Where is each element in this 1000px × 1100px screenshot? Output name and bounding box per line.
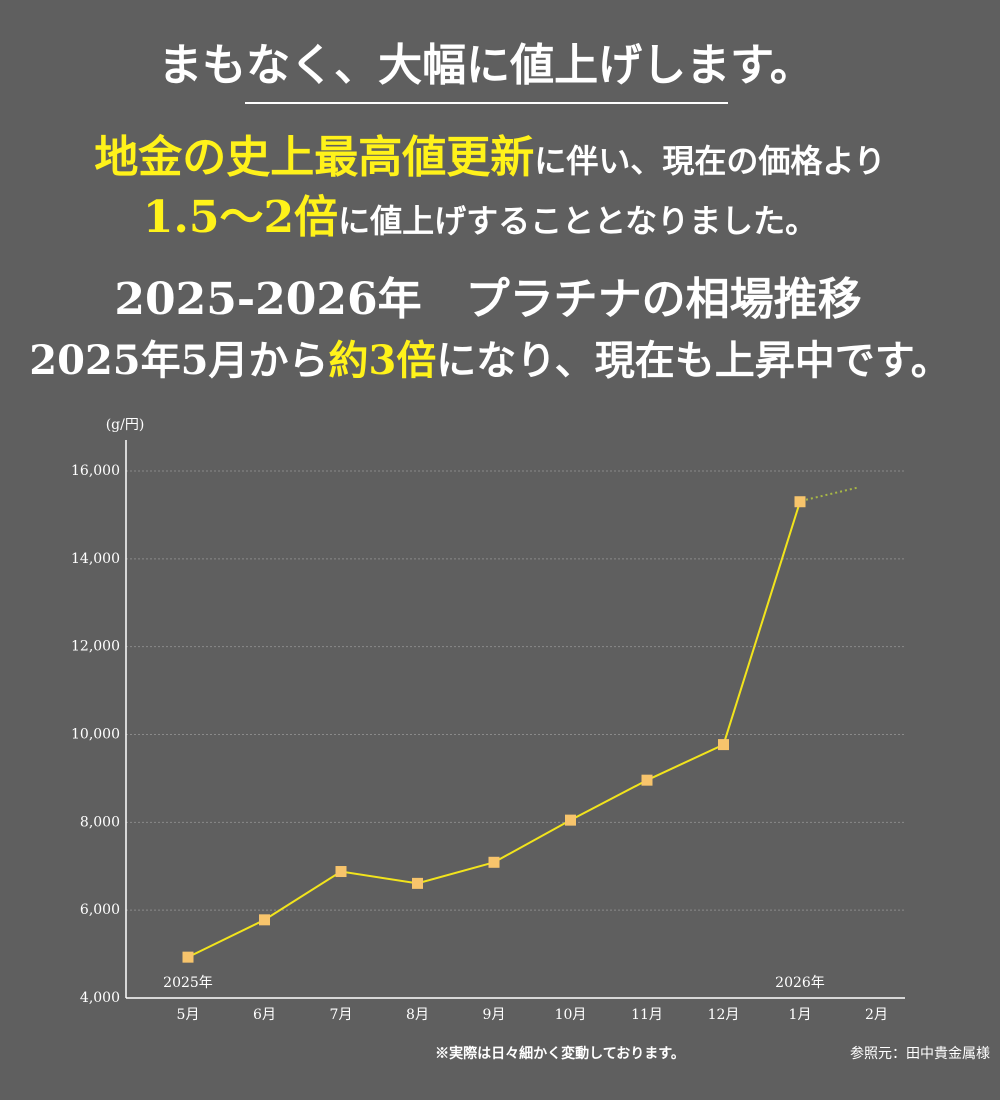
y-tick-label: 8,000 (80, 814, 120, 830)
y-tick-label: 12,000 (71, 639, 120, 655)
y-axis-label: (g/円) (106, 417, 145, 433)
marker (412, 877, 423, 889)
trend-hint (805, 486, 858, 501)
x-tick-label: 11月 (631, 1007, 663, 1023)
summary-text: になり、現在も上昇中です。 (436, 337, 950, 384)
marker (335, 866, 347, 878)
year-label: 2025年 (163, 975, 213, 991)
marker (182, 951, 194, 963)
marker (718, 739, 729, 751)
y-tick-label: 4,000 (80, 990, 120, 1006)
x-tick-label: 1月 (789, 1007, 812, 1023)
x-tick-label: 9月 (483, 1007, 506, 1023)
lead-highlight: 地金の史上最高値更新 (94, 132, 534, 183)
marker (259, 914, 270, 926)
x-tick-label: 10月 (555, 1007, 587, 1023)
x-tick-label: 2月 (865, 1007, 888, 1023)
summary-text: 2025年5月から (29, 337, 328, 384)
marker (794, 496, 806, 508)
x-tick-label: 6月 (253, 1007, 276, 1023)
x-tick-label: 8月 (406, 1007, 429, 1023)
marker (641, 774, 653, 786)
section-title: 2025-2026年 プラチナの相場推移 (114, 274, 861, 325)
x-tick-label: 7月 (330, 1007, 353, 1023)
x-tick-label: 12月 (708, 1007, 740, 1023)
note: ※実際は日々細かく変動しております。 (435, 1045, 685, 1062)
source: 参照元：田中貴金属様 (850, 1045, 990, 1062)
y-tick-label: 6,000 (80, 902, 120, 918)
y-tick-label: 16,000 (71, 463, 120, 479)
summary-highlight: 約3倍 (328, 337, 436, 384)
year-label: 2026年 (775, 975, 825, 991)
lead-line: 1.5〜2倍に値上げすることとなりました。 (143, 192, 817, 243)
headline: まもなく、大幅に値上げします。 (158, 40, 814, 91)
summary: 2025年5月から約3倍になり、現在も上昇中です。 (29, 337, 950, 384)
y-tick-label: 14,000 (71, 551, 120, 567)
x-tick-label: 5月 (177, 1007, 200, 1023)
lead-highlight: 1.5〜2倍 (143, 192, 338, 243)
marker (488, 856, 500, 868)
marker (565, 814, 576, 826)
lead-text: に伴い、現在の価格より (534, 142, 885, 180)
lead-text: に値上げすることとなりました。 (338, 202, 817, 240)
lead-line: 地金の史上最高値更新に伴い、現在の価格より (94, 132, 885, 183)
y-tick-label: 10,000 (71, 727, 120, 743)
